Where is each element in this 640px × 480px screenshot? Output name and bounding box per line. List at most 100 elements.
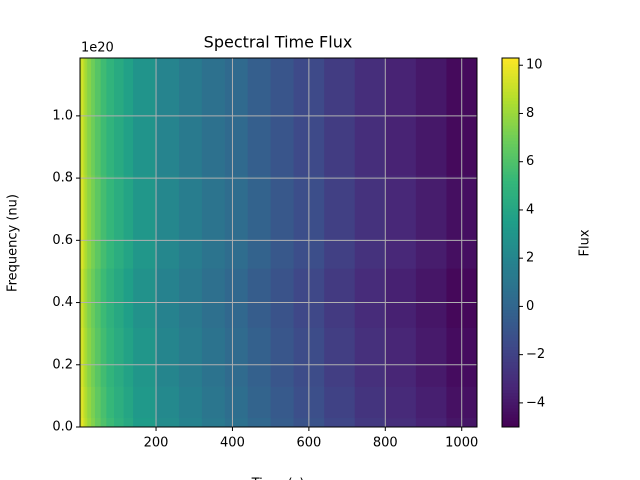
colorbar-swatch bbox=[502, 350, 519, 354]
heatmap-cell bbox=[415, 268, 447, 328]
heatmap-cell bbox=[201, 58, 226, 176]
colorbar-swatch bbox=[502, 196, 519, 200]
heatmap-cell bbox=[91, 327, 96, 387]
colorbar-swatch bbox=[502, 104, 519, 108]
heatmap-cell bbox=[83, 327, 86, 387]
colorbar-swatch bbox=[502, 396, 519, 400]
colorbar-swatch bbox=[502, 91, 519, 96]
colorbar-swatch bbox=[502, 208, 519, 213]
colorbar-swatch bbox=[502, 147, 519, 151]
colorbar-swatch bbox=[502, 94, 519, 99]
colorbar-swatch bbox=[502, 70, 519, 74]
colorbar-swatch bbox=[502, 319, 519, 323]
colorbar-swatch bbox=[502, 227, 519, 231]
heatmap-cell bbox=[100, 417, 107, 428]
colorbar-swatch bbox=[502, 128, 519, 133]
x-axis-label: Time (s) bbox=[251, 477, 305, 480]
heatmap-cell bbox=[85, 327, 88, 387]
heatmap-cell bbox=[201, 268, 226, 328]
heatmap-cell bbox=[114, 327, 124, 387]
colorbar-swatch bbox=[502, 177, 519, 182]
heatmap-cell bbox=[270, 174, 294, 269]
colorbar-swatch bbox=[502, 205, 519, 210]
heatmap-cell bbox=[324, 174, 356, 269]
heatmap-cell bbox=[354, 386, 386, 419]
colorbar-swatch bbox=[502, 159, 519, 164]
colorbar-swatch bbox=[502, 371, 519, 376]
heatmap-cell bbox=[270, 327, 294, 387]
colorbar-swatch bbox=[502, 257, 519, 262]
heatmap-cell bbox=[201, 174, 226, 269]
heatmap-cell bbox=[354, 327, 386, 387]
heatmap-cell bbox=[385, 327, 417, 387]
colorbar-swatch bbox=[502, 144, 519, 148]
y-tick-label: 1.0 bbox=[52, 108, 73, 123]
x-tick-label: 1000 bbox=[445, 436, 478, 451]
heatmap-cell bbox=[415, 386, 447, 419]
heatmap-cell bbox=[178, 174, 203, 269]
colorbar-swatch bbox=[502, 254, 519, 259]
heatmap-cell bbox=[224, 386, 249, 419]
colorbar-swatch bbox=[502, 211, 519, 216]
heatmap-cell bbox=[385, 386, 417, 419]
colorbar-swatch bbox=[502, 331, 519, 336]
heatmap-cell bbox=[385, 58, 417, 176]
colorbar-tick-label: −2 bbox=[526, 347, 545, 362]
colorbar-swatch bbox=[502, 347, 519, 351]
colorbar-swatch bbox=[502, 399, 519, 403]
y-offset-label: 1e20 bbox=[81, 41, 114, 56]
colorbar-swatch bbox=[502, 414, 519, 419]
colorbar-swatch bbox=[502, 365, 519, 370]
colorbar-swatch bbox=[502, 291, 519, 296]
heatmap-cell bbox=[106, 417, 115, 428]
heatmap-cell bbox=[247, 386, 272, 419]
colorbar-swatch bbox=[502, 141, 519, 145]
colorbar-label: Flux bbox=[578, 229, 593, 256]
colorbar-swatch bbox=[502, 316, 519, 320]
colorbar-swatch bbox=[502, 220, 519, 225]
heatmap-cell bbox=[224, 174, 249, 269]
colorbar-tick-label: 2 bbox=[526, 251, 534, 266]
colorbar-swatch bbox=[502, 239, 519, 243]
colorbar-swatch bbox=[502, 199, 519, 204]
heatmap-cell bbox=[354, 58, 386, 176]
heatmap-cell bbox=[247, 58, 272, 176]
colorbar-swatch bbox=[502, 67, 519, 71]
heatmap-cell bbox=[123, 327, 134, 387]
heatmap-cell bbox=[106, 174, 115, 269]
heatmap-cell bbox=[123, 268, 134, 328]
heatmap-cell bbox=[81, 174, 84, 269]
heatmap-cell bbox=[81, 58, 84, 176]
heatmap-cell bbox=[87, 268, 92, 328]
heatmap-cell bbox=[91, 58, 96, 176]
heatmap-cell bbox=[85, 58, 88, 176]
colorbar-swatch bbox=[502, 334, 519, 339]
heatmap-cell bbox=[324, 58, 356, 176]
heatmap-cell bbox=[100, 58, 107, 176]
heatmap-cell bbox=[87, 58, 92, 176]
colorbar-swatch bbox=[502, 236, 519, 240]
heatmap-cell bbox=[100, 327, 107, 387]
colorbar-tick-label: −4 bbox=[526, 395, 545, 410]
colorbar-swatch bbox=[502, 88, 519, 93]
y-axis-label: Frequency (nu) bbox=[6, 194, 21, 292]
heatmap-cell bbox=[156, 386, 180, 419]
heatmap-cell bbox=[247, 268, 272, 328]
colorbar-swatch bbox=[502, 408, 519, 413]
heatmap-cell bbox=[156, 417, 180, 428]
colorbar-swatch bbox=[502, 248, 519, 253]
colorbar-swatch bbox=[502, 393, 519, 397]
heatmap-cell bbox=[87, 174, 92, 269]
colorbar-swatch bbox=[502, 110, 519, 114]
colorbar-swatch bbox=[502, 97, 519, 102]
heatmap-cell bbox=[106, 327, 115, 387]
colorbar-swatch bbox=[502, 304, 519, 308]
colorbar-swatch bbox=[502, 224, 519, 228]
colorbar-swatch bbox=[502, 230, 519, 234]
colorbar-swatch bbox=[502, 233, 519, 237]
colorbar-swatch bbox=[502, 85, 519, 90]
heatmap-cell bbox=[85, 417, 88, 428]
colorbar-swatch bbox=[502, 420, 519, 425]
colorbar-swatch bbox=[502, 356, 519, 360]
heatmap-cell bbox=[324, 417, 356, 428]
